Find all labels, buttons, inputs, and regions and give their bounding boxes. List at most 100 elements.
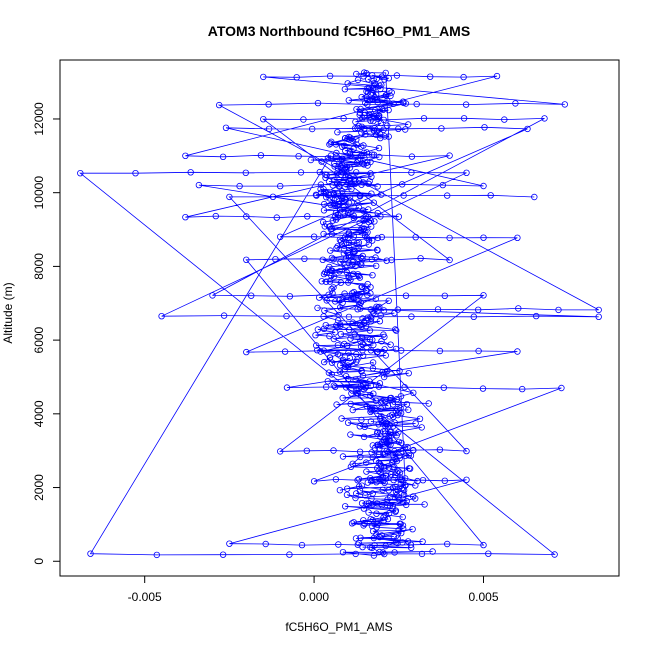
data-point	[243, 348, 250, 356]
data-point	[354, 541, 361, 548]
data-point	[377, 85, 384, 93]
data-point	[519, 385, 526, 393]
data-point	[440, 384, 447, 391]
data-point	[425, 400, 432, 407]
data-point	[410, 493, 417, 500]
data-point	[395, 493, 402, 501]
data-point	[399, 448, 406, 455]
data-point	[412, 495, 419, 502]
x-tick-label: 0.000	[299, 590, 329, 604]
data-point	[332, 209, 340, 217]
data-point	[352, 494, 359, 502]
data-point	[277, 233, 284, 240]
data-point	[481, 124, 488, 131]
data-point	[326, 263, 333, 271]
data-point	[87, 550, 94, 557]
data-point	[377, 405, 385, 412]
data-point	[403, 497, 410, 505]
data-point	[327, 226, 335, 233]
data-point	[354, 477, 361, 484]
plot-frame	[59, 59, 620, 577]
data-point	[344, 234, 352, 241]
data-point	[400, 192, 407, 199]
data-point	[463, 447, 470, 455]
data-point	[347, 431, 354, 438]
data-point	[309, 125, 316, 133]
data-point	[325, 291, 332, 298]
data-point	[374, 209, 381, 217]
data-point	[337, 330, 345, 338]
data-point	[367, 318, 375, 325]
data-point	[341, 196, 349, 203]
data-point	[349, 137, 356, 145]
data-point	[374, 234, 382, 242]
data-point	[369, 96, 376, 103]
data-point	[377, 134, 384, 142]
data-point	[370, 552, 378, 559]
data-point	[362, 287, 370, 295]
data-point	[321, 307, 328, 314]
data-point	[367, 418, 375, 425]
data-point	[390, 457, 397, 464]
data-point	[349, 261, 356, 268]
data-point	[376, 112, 383, 119]
data-point	[382, 368, 389, 375]
data-point	[343, 491, 351, 498]
data-point	[369, 237, 376, 244]
data-point	[333, 153, 340, 160]
data-point	[438, 125, 445, 132]
data-point	[333, 196, 340, 203]
data-point	[463, 169, 470, 176]
data-point	[371, 405, 379, 412]
data-point	[341, 85, 349, 93]
data-point	[368, 190, 375, 197]
data-point	[260, 115, 267, 123]
data-point	[374, 348, 381, 355]
data-point	[365, 509, 372, 516]
data-point	[341, 340, 348, 348]
data-point	[408, 153, 416, 160]
data-point	[360, 522, 367, 529]
data-point	[369, 151, 376, 158]
data-point	[379, 549, 387, 556]
data-point	[341, 290, 348, 297]
data-point	[300, 116, 307, 123]
data-point	[595, 306, 602, 314]
data-point	[320, 270, 328, 278]
data-point	[344, 485, 351, 492]
data-point	[373, 430, 381, 437]
data-point	[333, 149, 340, 157]
data-point	[381, 346, 388, 353]
data-point	[475, 347, 482, 355]
data-point	[383, 440, 391, 447]
data-point	[595, 313, 602, 320]
data-point	[460, 73, 467, 81]
data-point	[242, 169, 249, 176]
data-point	[341, 134, 349, 142]
data-point	[336, 352, 344, 359]
data-point	[350, 270, 357, 278]
data-point	[283, 384, 291, 391]
data-point	[485, 550, 492, 557]
data-point	[335, 198, 343, 205]
data-point	[317, 348, 324, 355]
data-point	[386, 502, 394, 509]
data-point	[382, 475, 389, 482]
data-point	[444, 192, 451, 199]
data-point	[357, 534, 364, 541]
data-point	[257, 152, 265, 159]
data-point	[352, 118, 359, 126]
data-point	[387, 92, 394, 100]
data-point	[373, 262, 380, 270]
data-point	[407, 541, 415, 548]
data-point	[363, 459, 370, 466]
y-tick-label: 4000	[32, 400, 46, 427]
data-point	[347, 276, 354, 283]
data-point	[303, 447, 310, 454]
data-point	[355, 204, 363, 211]
data-point	[277, 448, 284, 455]
data-point	[408, 313, 415, 320]
data-point	[400, 525, 407, 532]
data-point	[383, 447, 390, 455]
